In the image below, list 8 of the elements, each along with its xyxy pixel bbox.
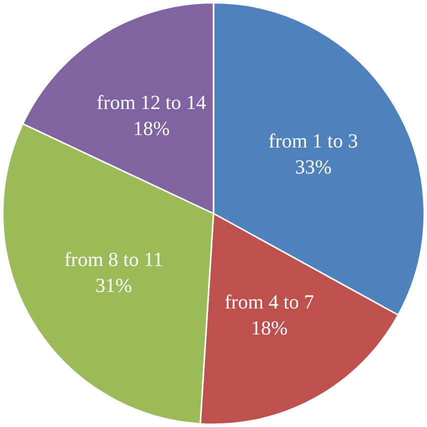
slice-label: from 4 to 7 bbox=[224, 291, 314, 314]
data-label: 33% bbox=[294, 156, 332, 179]
slice-label: from 1 to 3 bbox=[268, 130, 358, 153]
slice-label: from 12 to 14 bbox=[96, 92, 206, 114]
data-label: 31% bbox=[95, 274, 132, 297]
data-label: 18% bbox=[133, 118, 170, 140]
slice-label: from 8 to 11 bbox=[64, 248, 164, 271]
data-label: 18% bbox=[251, 317, 288, 340]
